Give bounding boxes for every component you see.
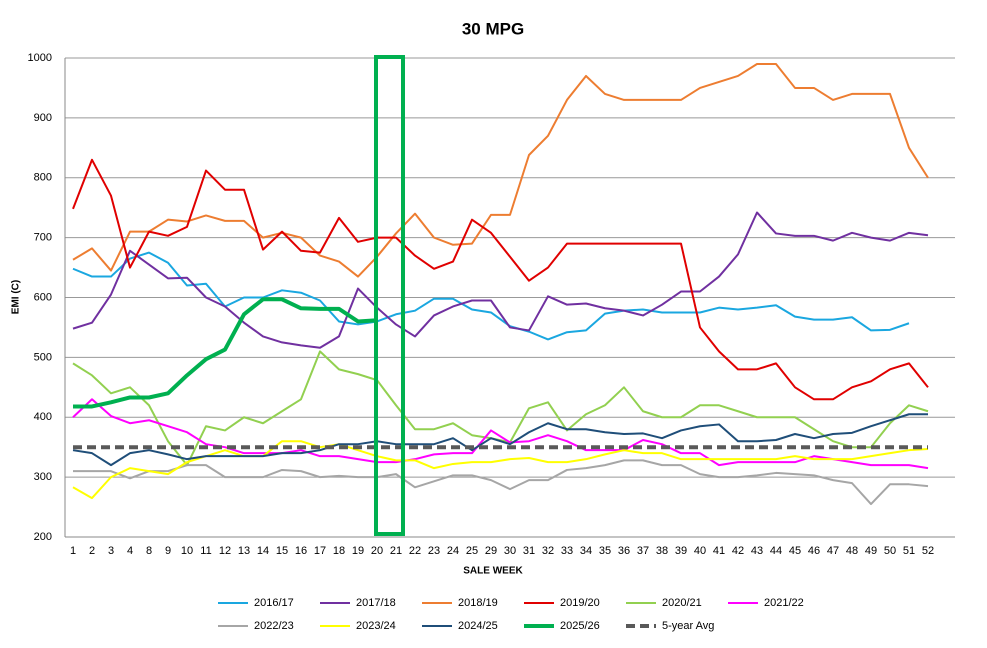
x-tick-label: 11 bbox=[200, 545, 211, 557]
series-line bbox=[72, 62, 929, 278]
x-tick-label: 22 bbox=[409, 545, 421, 557]
x-tick-label: 12 bbox=[219, 545, 231, 557]
y-tick-label: 900 bbox=[34, 112, 52, 124]
x-tick-label: 42 bbox=[732, 545, 744, 557]
x-tick-label: 49 bbox=[865, 545, 877, 557]
series-line bbox=[73, 297, 378, 409]
legend-label: 2025/26 bbox=[560, 620, 600, 632]
y-tick-label: 700 bbox=[34, 232, 52, 244]
x-tick-label: 9 bbox=[165, 545, 171, 557]
x-tick-label: 32 bbox=[542, 545, 554, 557]
legend-label: 2019/20 bbox=[560, 597, 600, 609]
x-tick-label: 38 bbox=[656, 545, 668, 557]
x-tick-label: 1 bbox=[70, 545, 76, 557]
x-axis-title: SALE WEEK bbox=[463, 566, 523, 577]
legend-label: 2023/24 bbox=[356, 620, 396, 632]
x-tick-label: 36 bbox=[618, 545, 630, 557]
x-tick-label: 46 bbox=[808, 545, 820, 557]
legend: 2016/17 2017/18 2018/19 2019/20 2020/21 2021/… bbox=[218, 597, 804, 632]
plot-lines bbox=[72, 62, 929, 506]
y-tick-label: 400 bbox=[34, 411, 52, 423]
x-tick-label: 37 bbox=[637, 545, 649, 557]
x-tick-label: 30 bbox=[504, 545, 516, 557]
x-tick-label: 41 bbox=[713, 545, 725, 557]
highlight-box bbox=[374, 55, 405, 536]
series-line bbox=[72, 251, 910, 341]
x-tick-label: 25 bbox=[466, 545, 478, 557]
legend-label: 2018/19 bbox=[458, 597, 498, 609]
series-line bbox=[73, 459, 929, 506]
x-tick-label: 29 bbox=[485, 545, 497, 557]
series-line bbox=[72, 211, 929, 349]
x-tick-label: 10 bbox=[181, 545, 193, 557]
x-tick-label: 17 bbox=[314, 545, 326, 557]
legend-label: 2022/23 bbox=[254, 620, 294, 632]
x-tick-label: 45 bbox=[789, 545, 801, 557]
y-tick-label: 600 bbox=[34, 291, 52, 303]
x-tick-label: 8 bbox=[146, 545, 152, 557]
x-tick-label: 50 bbox=[884, 545, 896, 557]
x-tick-label: 16 bbox=[295, 545, 307, 557]
x-tick-label: 44 bbox=[770, 545, 782, 557]
series-line bbox=[72, 158, 929, 401]
y-tick-label: 300 bbox=[34, 471, 52, 483]
x-tick-label: 20 bbox=[371, 545, 383, 557]
x-tick-label: 15 bbox=[276, 545, 288, 557]
x-tick-label: 21 bbox=[390, 545, 402, 557]
x-tick-label: 19 bbox=[352, 545, 364, 557]
x-tick-label: 33 bbox=[561, 545, 573, 557]
x-tick-label: 48 bbox=[846, 545, 858, 557]
legend-label: 2020/21 bbox=[662, 597, 702, 609]
series-line bbox=[72, 440, 929, 500]
x-tick-label: 51 bbox=[903, 545, 915, 557]
x-tick-label: 47 bbox=[827, 545, 839, 557]
x-tick-label: 43 bbox=[751, 545, 763, 557]
x-tick-label: 31 bbox=[523, 545, 535, 557]
x-tick-label: 4 bbox=[127, 545, 133, 557]
x-tick-label: 14 bbox=[257, 545, 269, 557]
x-tick-label: 39 bbox=[675, 545, 687, 557]
legend-label: 5-year Avg bbox=[662, 620, 714, 632]
y-axis-title: EMI (C) bbox=[11, 280, 22, 314]
x-tick-label: 23 bbox=[428, 545, 440, 557]
chart-title: 30 MPG bbox=[462, 19, 524, 38]
x-tick-label: 2 bbox=[89, 545, 95, 557]
legend-label: 2024/25 bbox=[458, 620, 498, 632]
x-tick-label: 40 bbox=[694, 545, 706, 557]
x-tick-label: 18 bbox=[333, 545, 345, 557]
series-line bbox=[72, 413, 928, 467]
x-tick-label: 13 bbox=[238, 545, 250, 557]
y-tick-label: 800 bbox=[34, 172, 52, 184]
x-tick-label: 34 bbox=[580, 545, 592, 557]
legend-label: 2016/17 bbox=[254, 597, 294, 609]
x-tick-label: 35 bbox=[599, 545, 611, 557]
y-tick-label: 200 bbox=[34, 531, 52, 543]
legend-label: 2017/18 bbox=[356, 597, 396, 609]
x-tick-label: 24 bbox=[447, 545, 459, 557]
y-tick-label: 1000 bbox=[28, 52, 52, 64]
x-tick-label: 3 bbox=[108, 545, 114, 557]
y-tick-label: 500 bbox=[34, 351, 52, 363]
legend-label: 2021/22 bbox=[764, 597, 804, 609]
x-tick-label: 52 bbox=[922, 545, 934, 557]
